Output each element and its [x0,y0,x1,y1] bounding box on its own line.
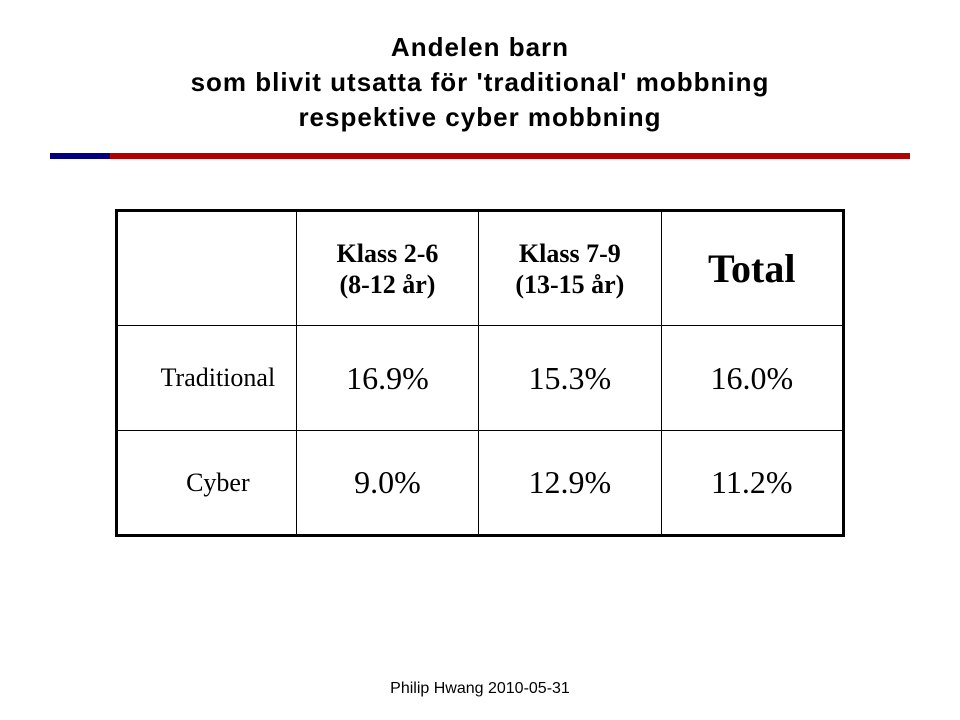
table-header-row: Klass 2-6 (8-12 år) Klass 7-9 (13-15 år)… [117,211,844,326]
row-1-total: 16.0% [661,326,843,431]
slide-title: Andelen barn som blivit utsatta för 'tra… [50,30,910,135]
table-row: Traditional 16.9% 15.3% 16.0% [117,326,844,431]
row-1-col-2: 15.3% [479,326,661,431]
slide: Andelen barn som blivit utsatta för 'tra… [0,0,960,720]
row-2-total: 11.2% [661,431,843,536]
header-col-1: Klass 2-6 (8-12 år) [296,211,478,326]
header-total: Total [661,211,843,326]
row-1-col-1: 16.9% [296,326,478,431]
header-col-1-line2: (8-12 år) [297,269,478,300]
accent-rule [50,153,910,159]
header-empty [117,211,297,326]
accent-rule-bar [50,153,910,159]
header-col-2-line1: Klass 7-9 [479,238,660,269]
row-2-label: Cyber [117,431,297,536]
data-table: Klass 2-6 (8-12 år) Klass 7-9 (13-15 år)… [115,209,845,537]
header-col-2: Klass 7-9 (13-15 år) [479,211,661,326]
header-col-1-line1: Klass 2-6 [297,238,478,269]
row-2-col-2: 12.9% [479,431,661,536]
header-total-label: Total [662,245,842,292]
data-table-wrap: Klass 2-6 (8-12 år) Klass 7-9 (13-15 år)… [115,209,845,537]
title-line-3: respektive cyber mobbning [50,100,910,135]
slide-footer: Philip Hwang 2010-05-31 [0,680,960,698]
header-col-2-line2: (13-15 år) [479,269,660,300]
table-row: Cyber 9.0% 12.9% 11.2% [117,431,844,536]
title-line-1: Andelen barn [50,30,910,65]
row-2-col-1: 9.0% [296,431,478,536]
row-1-label: Traditional [117,326,297,431]
title-line-2: som blivit utsatta för 'traditional' mob… [50,65,910,100]
